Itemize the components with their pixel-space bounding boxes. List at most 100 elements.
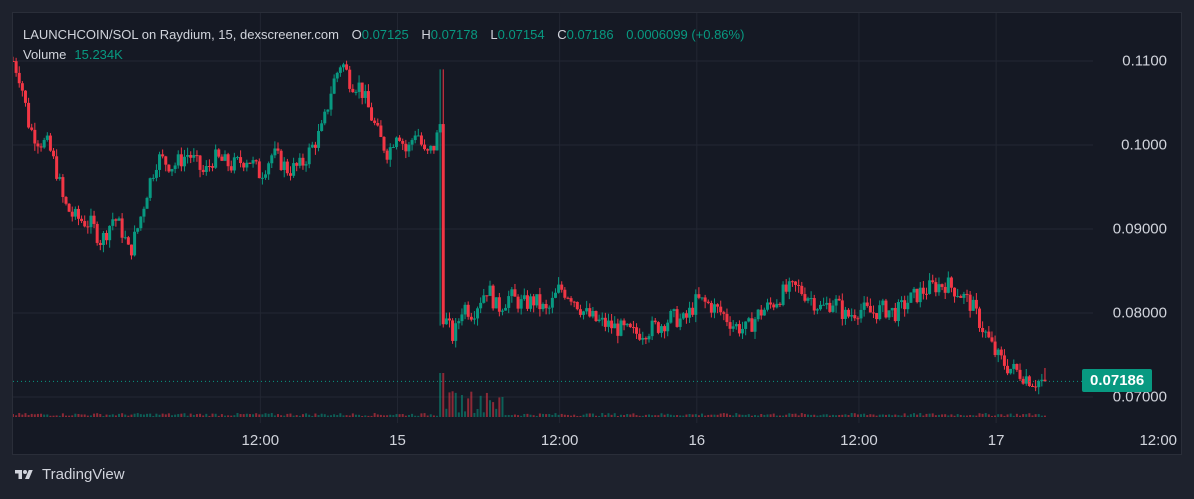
volume-bar [841,414,844,417]
candle-body [666,322,670,332]
volume-bar [33,414,36,417]
candle-body [747,318,751,322]
volume-bar [847,415,850,417]
volume-bar [648,414,651,417]
candle-body [744,321,748,329]
volume-bar [420,413,423,417]
volume-bar [21,414,24,417]
volume-bar [317,415,320,417]
candle-body [616,323,620,336]
candle-body [457,321,461,324]
time-tick-label: 16 [688,432,706,449]
volume-bar [320,413,323,417]
candle-body [476,308,480,319]
volume-bar [208,415,211,417]
candle-body [447,318,451,321]
volume-bar [142,414,145,417]
volume-bar [803,414,806,417]
candle-body [703,297,707,302]
volume-bar [934,415,937,417]
volume-bar [292,415,295,417]
candle-body [906,302,910,310]
candle-body [881,300,885,306]
volume-bar [619,414,622,417]
volume-bar [314,413,317,417]
candle-body [1024,376,1028,384]
volume-bar [788,413,791,417]
candle-body [1006,365,1010,374]
volume-bar [58,415,61,417]
volume-bar [342,415,345,417]
volume-bar [866,415,869,417]
candle-body [834,298,838,306]
candle-body [451,320,455,341]
volume-bar [127,415,130,417]
candle-body [254,160,258,162]
price-plot-area[interactable] [13,13,1093,423]
candle-body [697,294,701,298]
candle-body [650,320,654,337]
volume-bar [813,414,816,417]
candle-body [625,323,629,326]
volume-bar [937,414,940,417]
volume-bar [71,415,74,417]
volume-bar [286,413,289,417]
volume-bar [978,413,981,417]
volume-bar [601,413,604,417]
volume-bar [704,415,707,417]
candle-body [853,315,857,319]
volume-bar [863,413,866,417]
time-axis[interactable]: 12:00 15 12:00 16 12:00 17 12:00 [13,423,1177,454]
volume-bar [227,415,230,417]
candle-body [896,302,900,322]
candle-body [996,349,1000,356]
volume-bar [545,414,548,417]
volume-bar [588,413,591,417]
volume-bar [626,414,629,417]
candle-body [937,284,941,293]
candle-body [264,174,268,178]
candle-body [73,208,77,217]
candle-body [946,277,950,293]
candle-body [479,302,483,309]
candle-body [725,313,729,323]
chart-legend: LAUNCHCOIN/SOL on Raydium, 15, dexscreen… [23,25,744,65]
candle-body [335,72,339,79]
volume-bar [822,414,825,417]
volume-bar [651,415,654,417]
candlestick-chart[interactable] [13,13,1093,423]
candle-body [928,280,932,294]
volume-bar [49,415,52,417]
candle-body [557,284,561,293]
tradingview-brand[interactable]: TradingView [12,466,125,483]
volume-bar [972,415,975,417]
volume-bar [83,414,86,417]
volume-bar [485,392,488,417]
candle-body [756,309,760,320]
volume-bar [1037,414,1040,417]
candle-body [772,304,776,308]
volume-bar [1015,413,1018,417]
volume-bar [604,415,607,417]
candle-body [606,320,610,327]
candle-body [519,299,523,309]
volume-bar [657,415,660,417]
price-tick-label: 0.09000 [1112,220,1167,238]
volume-bar [679,415,682,417]
volume-bar [214,413,217,417]
candle-body [441,124,445,325]
price-axis[interactable]: 0.1100 0.1000 0.09000 0.08000 0.07000 [1093,13,1181,454]
volume-bar [962,415,965,417]
candle-body [619,320,623,336]
candle-body [158,154,162,170]
candle-body [223,154,227,161]
ohlc-row: LAUNCHCOIN/SOL on Raydium, 15, dexscreen… [23,25,744,45]
volume-bar [1040,415,1043,417]
candle-body [900,300,904,303]
volume-bar [1009,413,1012,417]
candle-body [136,228,140,232]
volume-bar [192,414,195,417]
chart-panel[interactable]: LAUNCHCOIN/SOL on Raydium, 15, dexscreen… [12,12,1182,455]
candle-body [507,296,511,308]
candle-body [354,91,358,93]
